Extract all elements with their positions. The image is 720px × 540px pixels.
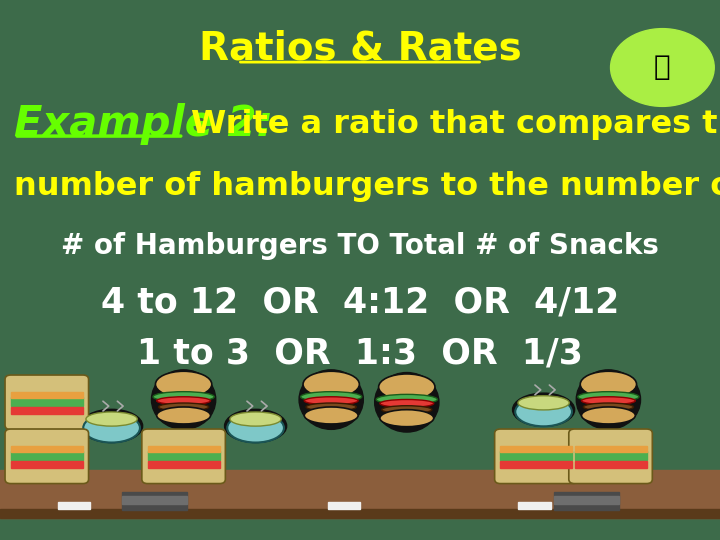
Bar [500, 446, 572, 452]
Ellipse shape [582, 407, 635, 424]
Bar [575, 446, 647, 452]
Bar [58, 502, 90, 509]
Ellipse shape [576, 370, 641, 429]
Bar [11, 407, 83, 414]
Ellipse shape [158, 403, 209, 411]
Ellipse shape [380, 410, 433, 427]
FancyBboxPatch shape [142, 429, 225, 484]
Bar [498, 431, 575, 482]
Bar [11, 461, 83, 468]
Ellipse shape [582, 397, 635, 404]
Ellipse shape [151, 370, 216, 429]
Ellipse shape [81, 409, 143, 443]
Ellipse shape [230, 412, 282, 426]
Ellipse shape [157, 397, 210, 404]
Ellipse shape [380, 400, 433, 407]
Bar [8, 377, 86, 428]
Bar [148, 446, 220, 452]
Ellipse shape [518, 396, 570, 410]
Ellipse shape [228, 414, 284, 443]
Bar [554, 496, 619, 504]
Bar [122, 492, 187, 510]
Ellipse shape [225, 409, 287, 443]
Circle shape [611, 29, 714, 106]
Ellipse shape [156, 372, 212, 397]
Text: 🏃: 🏃 [654, 53, 671, 82]
Text: Write a ratio that compares the: Write a ratio that compares the [191, 109, 720, 140]
Text: 1 to 3  OR  1:3  OR  1/3: 1 to 3 OR 1:3 OR 1/3 [137, 337, 583, 370]
Ellipse shape [305, 397, 358, 404]
Bar [554, 492, 619, 510]
Ellipse shape [374, 373, 439, 432]
Ellipse shape [157, 407, 210, 424]
Bar [145, 431, 222, 482]
Bar [575, 451, 647, 460]
Bar [11, 392, 83, 398]
Ellipse shape [382, 406, 432, 414]
Bar [11, 397, 83, 406]
FancyBboxPatch shape [495, 429, 578, 484]
Bar [572, 431, 649, 482]
Bar [148, 461, 220, 468]
Ellipse shape [303, 372, 359, 397]
Bar [518, 502, 551, 509]
Ellipse shape [583, 403, 634, 411]
Bar [500, 451, 572, 460]
Ellipse shape [299, 370, 364, 429]
Bar [11, 451, 83, 460]
Ellipse shape [84, 414, 140, 443]
FancyBboxPatch shape [5, 429, 89, 484]
Text: Ratios & Rates: Ratios & Rates [199, 30, 521, 68]
Ellipse shape [301, 392, 362, 402]
Text: 4 to 12  OR  4:12  OR  4/12: 4 to 12 OR 4:12 OR 4/12 [101, 286, 619, 319]
Ellipse shape [580, 372, 636, 397]
Ellipse shape [516, 397, 572, 427]
Ellipse shape [86, 412, 138, 426]
Ellipse shape [577, 392, 639, 402]
Ellipse shape [305, 407, 358, 424]
Bar [148, 451, 220, 460]
Bar [328, 502, 360, 509]
Bar [0, 509, 720, 518]
Bar [11, 446, 83, 452]
Bar [500, 461, 572, 468]
FancyBboxPatch shape [569, 429, 652, 484]
Ellipse shape [379, 374, 435, 400]
Ellipse shape [513, 393, 575, 427]
Bar [575, 461, 647, 468]
Bar [122, 496, 187, 504]
Text: # of Hamburgers TO Total # of Snacks: # of Hamburgers TO Total # of Snacks [61, 232, 659, 260]
Bar [0, 470, 720, 518]
Text: number of hamburgers to the number of snacks.: number of hamburgers to the number of sn… [14, 171, 720, 202]
Ellipse shape [153, 392, 215, 402]
Bar [8, 431, 86, 482]
Ellipse shape [306, 403, 356, 411]
FancyBboxPatch shape [5, 375, 89, 430]
Ellipse shape [376, 394, 438, 404]
Text: Example 2:: Example 2: [14, 103, 274, 145]
